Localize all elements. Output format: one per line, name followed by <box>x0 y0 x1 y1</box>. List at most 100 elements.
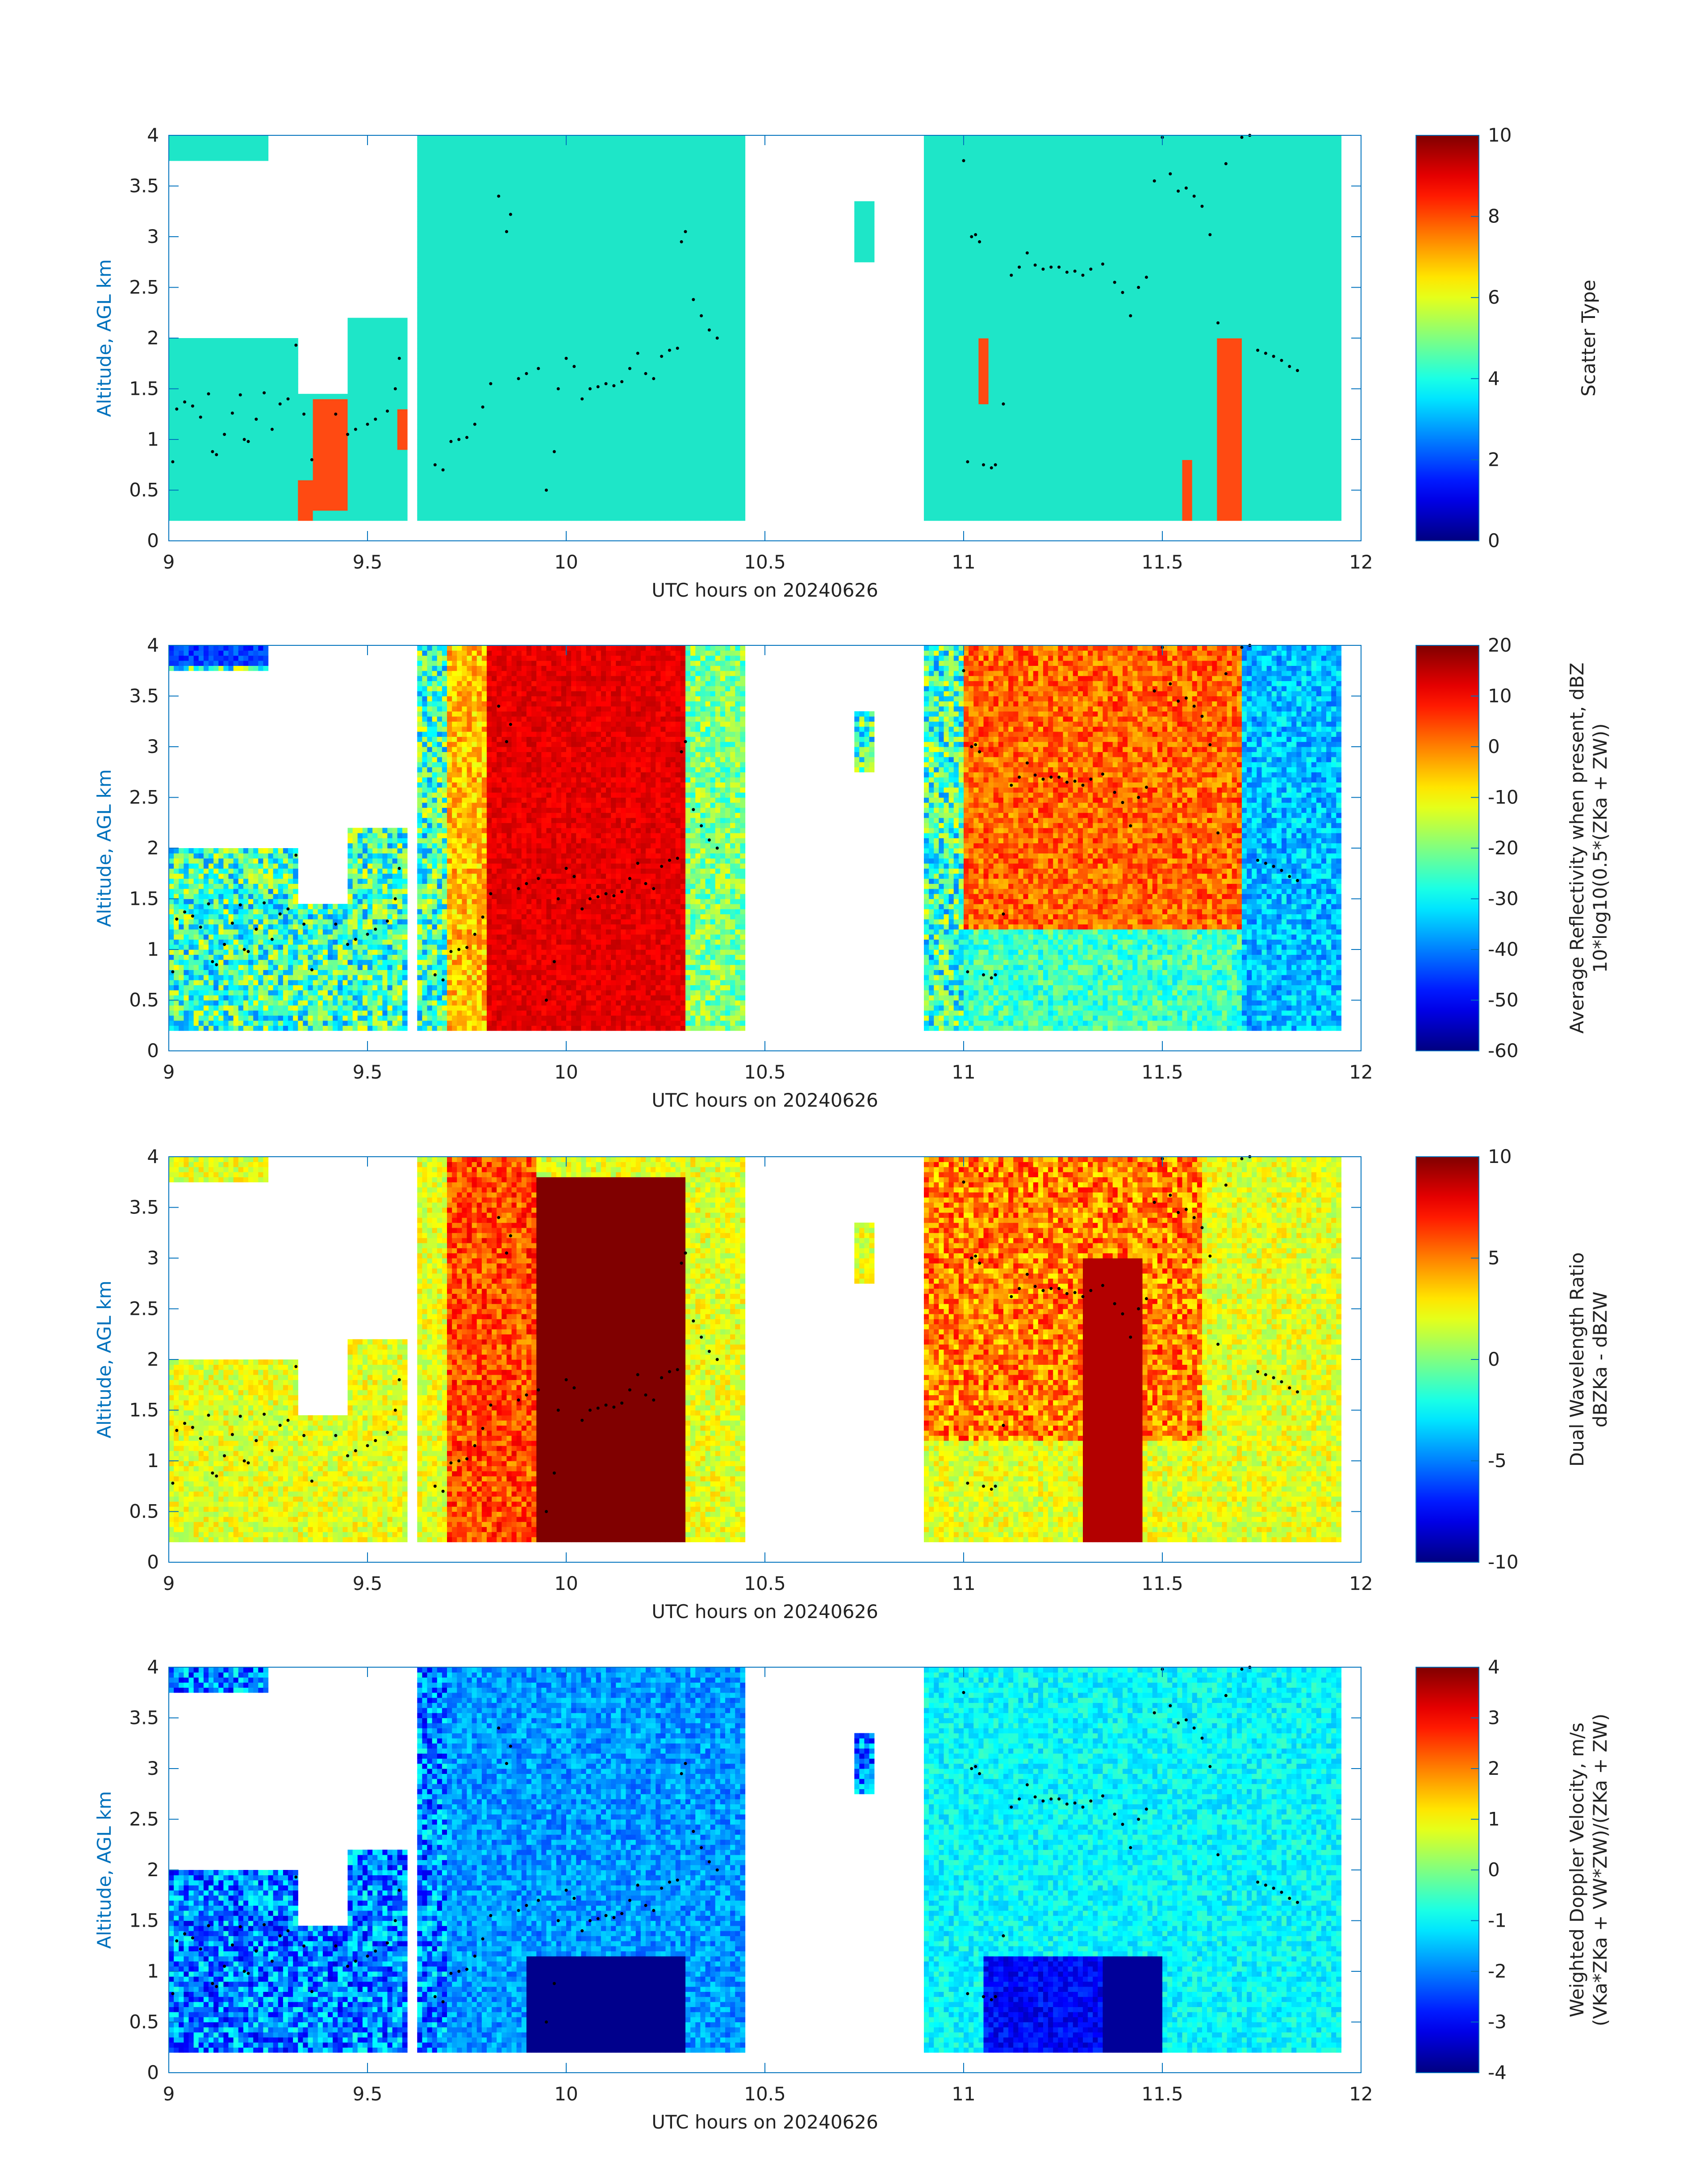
heatmap-cell <box>243 348 249 354</box>
heatmap-cell <box>422 515 427 521</box>
heatmap-cell <box>348 495 353 501</box>
heatmap-cell <box>462 475 467 480</box>
heatmap-cell <box>199 470 204 475</box>
heatmap-cell <box>467 510 472 516</box>
heatmap-cell <box>492 495 497 501</box>
heatmap-cell <box>457 247 462 252</box>
heatmap-cell <box>487 282 492 288</box>
heatmap-cell <box>223 348 229 354</box>
heatmap-cell <box>174 151 179 156</box>
heatmap-cell <box>467 358 472 364</box>
heatmap-cell <box>263 424 268 430</box>
heatmap-cell <box>318 419 323 425</box>
heatmap-cell <box>452 338 457 343</box>
heatmap-cell <box>363 485 368 490</box>
heatmap-cell <box>253 485 259 490</box>
heatmap-cell <box>213 444 219 450</box>
heatmap-cell <box>318 444 323 450</box>
heatmap-cell <box>209 506 214 511</box>
heatmap-cell <box>268 414 274 419</box>
heatmap-cell <box>358 450 363 455</box>
heatmap-cell <box>258 500 263 506</box>
heatmap-cell <box>457 368 462 374</box>
heatmap-cell <box>377 379 383 384</box>
heatmap-cell <box>487 364 492 369</box>
heatmap-cell <box>457 151 462 156</box>
heatmap-cell <box>268 465 274 470</box>
heatmap-cell <box>204 515 209 521</box>
heatmap-cell <box>447 323 452 328</box>
heatmap-cell <box>238 429 244 435</box>
heatmap-cell <box>442 303 447 308</box>
heatmap-cell <box>204 135 209 141</box>
heatmap-cell <box>452 237 457 242</box>
heatmap-cell <box>402 435 408 440</box>
heatmap-cell <box>417 176 422 181</box>
heatmap-cell <box>427 226 433 232</box>
heatmap-cell <box>367 429 373 435</box>
heatmap-cell <box>283 373 288 379</box>
heatmap-cell <box>243 140 249 146</box>
heatmap-cell <box>179 358 184 364</box>
heatmap-cell <box>348 450 353 455</box>
heatmap-cell <box>358 323 363 328</box>
heatmap-cell <box>487 252 492 257</box>
heatmap-cell <box>432 262 438 268</box>
heatmap-cell <box>278 510 284 516</box>
heatmap-cell <box>388 318 393 323</box>
heatmap-cell <box>229 439 234 445</box>
heatmap-cell <box>278 353 284 359</box>
heatmap-cell <box>258 495 263 501</box>
heatmap-cell <box>432 318 438 323</box>
heatmap-cell <box>427 455 433 460</box>
heatmap-cell <box>482 308 487 313</box>
heatmap-cell <box>358 510 363 516</box>
heatmap-cell <box>213 389 219 394</box>
heatmap-cell <box>487 313 492 318</box>
heatmap-cell <box>397 495 403 501</box>
heatmap-cell <box>452 348 457 354</box>
heatmap-cell <box>393 409 398 414</box>
heatmap-cell <box>318 490 323 496</box>
heatmap-cell <box>367 465 373 470</box>
heatmap-cell <box>372 353 378 359</box>
heatmap-cell <box>447 206 452 212</box>
heatmap-cell <box>204 506 209 511</box>
heatmap-cell <box>263 414 268 419</box>
heatmap-cell <box>288 379 293 384</box>
heatmap-cell <box>223 135 229 141</box>
heatmap-cell <box>372 368 378 374</box>
heatmap-cell <box>218 515 224 521</box>
heatmap-cell <box>432 394 438 399</box>
heatmap-cell <box>184 348 189 354</box>
heatmap-cell <box>472 272 477 277</box>
heatmap-cell <box>442 460 447 465</box>
heatmap-cell <box>342 510 348 516</box>
heatmap-cell <box>382 439 388 445</box>
heatmap-cell <box>367 455 373 460</box>
heatmap-cell <box>447 135 452 141</box>
heatmap-cell <box>417 424 422 430</box>
heatmap-cell <box>447 348 452 354</box>
heatmap-cell <box>442 435 447 440</box>
heatmap-cell <box>397 318 403 323</box>
heatmap-cell <box>462 485 467 490</box>
heatmap-cell <box>338 399 343 404</box>
heatmap-cell <box>263 399 268 404</box>
heatmap-cell <box>353 353 358 359</box>
heatmap-cell <box>363 394 368 399</box>
heatmap-cell <box>393 500 398 506</box>
heatmap-cell <box>437 272 443 277</box>
heatmap-cell <box>462 470 467 475</box>
heatmap-cell <box>487 297 492 303</box>
heatmap-cell <box>422 171 427 176</box>
heatmap-cell <box>422 439 427 445</box>
heatmap-cell <box>363 399 368 404</box>
heatmap-cell <box>234 358 239 364</box>
heatmap-cell <box>417 226 422 232</box>
heatmap-cell <box>462 419 467 425</box>
heatmap-cell <box>288 470 293 475</box>
heatmap-cell <box>223 460 229 465</box>
heatmap-cell <box>348 510 353 516</box>
heatmap-cell <box>293 373 298 379</box>
